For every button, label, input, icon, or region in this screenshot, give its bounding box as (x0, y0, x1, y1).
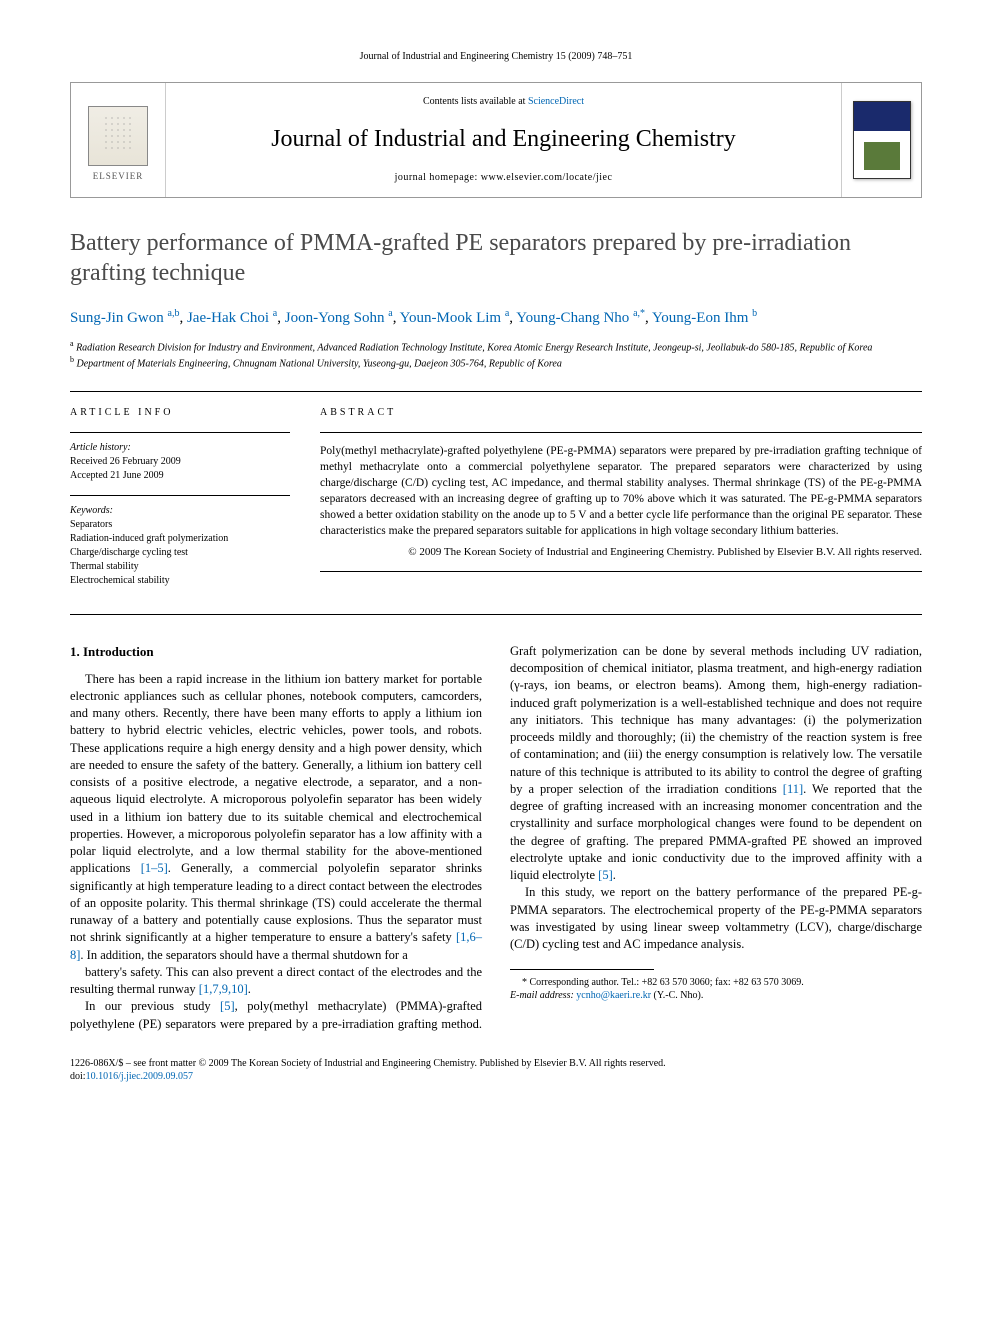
abstract-copyright: © 2009 The Korean Society of Industrial … (320, 545, 922, 560)
history-label: Article history: (70, 441, 290, 455)
author-list: Sung-Jin Gwon a,b, Jae-Hak Choi a, Joon-… (70, 306, 922, 330)
body-paragraph: There has been a rapid increase in the l… (70, 671, 482, 964)
section-heading: 1. Introduction (70, 643, 482, 661)
author-link[interactable]: Jae-Hak Choi (187, 310, 269, 326)
keyword: Separators (70, 518, 290, 532)
author-affil-marker: a (388, 308, 392, 319)
abstract: ABSTRACT Poly(methyl methacrylate)-graft… (320, 406, 922, 600)
reference-link[interactable]: [5] (598, 868, 613, 882)
keywords-label: Keywords: (70, 504, 290, 518)
body-paragraph: In this study, we report on the battery … (510, 884, 922, 953)
author-affil-marker: a,* (633, 308, 645, 319)
article-title: Battery performance of PMMA-grafted PE s… (70, 228, 922, 288)
keyword: Electrochemical stability (70, 574, 290, 588)
journal-cover-thumbnail (853, 101, 911, 179)
author-link[interactable]: Sung-Jin Gwon (70, 310, 164, 326)
journal-header: ELSEVIER Contents lists available at Sci… (70, 82, 922, 198)
affiliation-marker: b (70, 355, 74, 364)
reference-link[interactable]: [1–5] (141, 861, 168, 875)
affil-ref-link[interactable]: a (273, 308, 277, 319)
author-link[interactable]: Young-Eon Ihm (652, 310, 748, 326)
homepage-url: www.elsevier.com/locate/jiec (481, 172, 613, 183)
abstract-heading: ABSTRACT (320, 406, 922, 420)
email-label: E-mail address: (510, 990, 574, 1001)
affil-ref-link[interactable]: a (505, 308, 509, 319)
doi-label: doi: (70, 1071, 86, 1082)
journal-header-center: Contents lists available at ScienceDirec… (166, 83, 841, 197)
info-abstract-row: ARTICLE INFO Article history: Received 2… (70, 392, 922, 614)
footnote-separator (510, 969, 654, 970)
author-affil-marker: a,b (168, 308, 180, 319)
abstract-text: Poly(methyl methacrylate)-grafted polyet… (320, 433, 922, 540)
affiliation-line: b Department of Materials Engineering, C… (70, 355, 922, 371)
publisher-logo-cell: ELSEVIER (71, 83, 166, 197)
article-info: ARTICLE INFO Article history: Received 2… (70, 406, 290, 600)
affil-ref-link[interactable]: a,* (633, 308, 645, 319)
keywords-list: SeparatorsRadiation-induced graft polyme… (70, 518, 290, 588)
journal-homepage: journal homepage: www.elsevier.com/locat… (176, 171, 831, 185)
corresponding-email-link[interactable]: ycnho@kaeri.re.kr (576, 990, 651, 1001)
affil-ref-link[interactable]: b (752, 308, 757, 319)
corresponding-author-footnote: * Corresponding author. Tel.: +82 63 570… (510, 976, 922, 1002)
doi-link[interactable]: 10.1016/j.jiec.2009.09.057 (86, 1071, 194, 1082)
contents-line: Contents lists available at ScienceDirec… (176, 95, 831, 109)
contents-prefix: Contents lists available at (423, 96, 528, 107)
page-footer: 1226-086X/$ – see front matter © 2009 Th… (70, 1057, 922, 1083)
author-link[interactable]: Youn-Mook Lim (400, 310, 501, 326)
author-affil-marker: a (273, 308, 277, 319)
article-history: Article history: Received 26 February 20… (70, 433, 290, 483)
corresponding-name: (Y.-C. Nho). (651, 990, 703, 1001)
accepted-date: Accepted 21 June 2009 (70, 469, 290, 483)
author-affil-marker: b (752, 308, 757, 319)
divider (70, 614, 922, 615)
body-paragraph: battery's safety. This can also prevent … (70, 964, 482, 999)
affil-ref-link[interactable]: a (388, 308, 392, 319)
footer-issn: 1226-086X/$ – see front matter © 2009 Th… (70, 1057, 922, 1070)
corresponding-line1: * Corresponding author. Tel.: +82 63 570… (522, 977, 804, 988)
article-info-heading: ARTICLE INFO (70, 406, 290, 420)
affiliation-marker: a (70, 339, 74, 348)
reference-link[interactable]: [1,6–8] (70, 930, 482, 961)
author-link[interactable]: Young-Chang Nho (516, 310, 629, 326)
article-body: 1. Introduction There has been a rapid i… (70, 643, 922, 1033)
divider (320, 571, 922, 572)
author-affil-marker: a (505, 308, 509, 319)
reference-link[interactable]: [11] (783, 782, 803, 796)
affiliations: a Radiation Research Division for Indust… (70, 339, 922, 371)
journal-reference: Journal of Industrial and Engineering Ch… (70, 50, 922, 64)
author-link[interactable]: Joon-Yong Sohn (285, 310, 385, 326)
keyword: Radiation-induced graft polymerization (70, 532, 290, 546)
reference-link[interactable]: [1,7,9,10] (199, 982, 248, 996)
sciencedirect-link[interactable]: ScienceDirect (528, 96, 584, 107)
journal-title: Journal of Industrial and Engineering Ch… (176, 123, 831, 157)
homepage-prefix: journal homepage: (395, 172, 481, 183)
keyword: Thermal stability (70, 560, 290, 574)
reference-link[interactable]: [5] (220, 999, 235, 1013)
received-date: Received 26 February 2009 (70, 455, 290, 469)
elsevier-logo: ELSEVIER (81, 97, 155, 182)
keywords-block: Keywords: SeparatorsRadiation-induced gr… (70, 496, 290, 588)
publisher-name: ELSEVIER (93, 170, 144, 183)
affiliation-line: a Radiation Research Division for Indust… (70, 339, 922, 355)
elsevier-tree-icon (88, 106, 148, 166)
journal-cover-cell (841, 83, 921, 197)
keyword: Charge/discharge cycling test (70, 546, 290, 560)
affil-ref-link[interactable]: a,b (168, 308, 180, 319)
